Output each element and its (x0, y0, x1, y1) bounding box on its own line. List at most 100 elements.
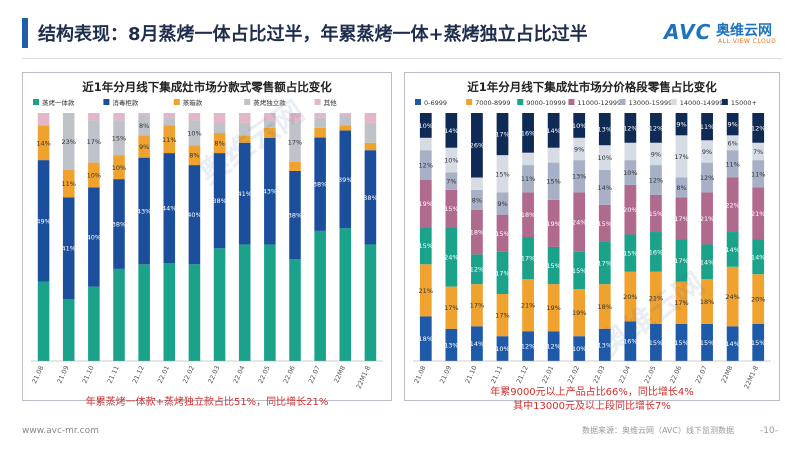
bar-segment (88, 113, 100, 121)
bar-segment (598, 241, 611, 285)
data-label: 13% (598, 341, 612, 349)
data-label: 21% (751, 210, 765, 218)
bar-segment (163, 113, 176, 119)
legend-swatch (568, 99, 575, 105)
data-label: 8% (676, 184, 686, 192)
data-label: 8% (214, 140, 224, 148)
legend-swatch (721, 99, 728, 105)
data-label: 10% (495, 345, 509, 353)
x-tick-label: 22M8 (332, 364, 347, 384)
bar-segment (752, 160, 765, 188)
bar-segment (314, 230, 326, 361)
legend-label: 11000-12999 (577, 99, 621, 107)
bar-segment (547, 113, 560, 148)
data-label: 17% (87, 138, 101, 146)
data-label: 11% (162, 136, 176, 144)
data-label: 41% (237, 190, 251, 198)
bar-segment (598, 170, 611, 205)
chart-price-share-svg: 0-6999 7000-8999 9000-10999 11000-12999 1300… (412, 99, 771, 390)
bar-segment (213, 133, 226, 154)
legend-label: 蒸烤独立款 (253, 98, 286, 107)
footer-source: 数据来源：奥维云网（AVC）线下监测数据 (581, 426, 734, 435)
bar-segment (675, 281, 688, 324)
bar-segment (471, 254, 483, 285)
x-tick-label: 22M8 (720, 364, 735, 384)
bar-segment (289, 161, 301, 171)
bar-segment (419, 113, 432, 138)
data-label: 21% (700, 215, 714, 223)
bar-segment (163, 125, 176, 154)
bar-segment (496, 251, 509, 295)
data-label: 19% (546, 220, 560, 228)
x-tick-label: 22.07 (694, 364, 709, 384)
data-label: 10% (444, 157, 458, 165)
bar-segment (445, 113, 458, 148)
legend-label: 蒸箱款 (183, 98, 203, 107)
legend-swatch (670, 99, 677, 105)
bar-segment (188, 113, 201, 121)
x-tick-label: 22.02 (181, 364, 196, 384)
data-label: 17% (495, 131, 509, 139)
data-label: 12% (649, 176, 663, 184)
data-label: 40% (87, 234, 101, 242)
bar-segment (188, 165, 201, 265)
bar-segment (573, 113, 586, 138)
data-label: 13% (572, 173, 586, 181)
data-label: 15% (674, 339, 688, 347)
data-label: 15% (419, 242, 433, 250)
data-label: 11% (700, 123, 714, 131)
legend-label: 7000-8999 (475, 99, 510, 107)
data-label: 10% (598, 154, 612, 162)
data-label: 15% (572, 267, 586, 275)
bar-segment (445, 172, 458, 190)
x-tick-label: 21.09 (438, 364, 453, 384)
bar-segment (471, 326, 483, 361)
bar-segment (624, 184, 637, 235)
legend-label: 消毒柜款 (112, 98, 138, 107)
data-label: 20% (751, 296, 765, 304)
data-label: 12% (649, 124, 663, 132)
data-label: 15% (623, 250, 637, 258)
data-label: 10% (187, 129, 201, 137)
bar-segment (726, 135, 739, 151)
data-label: 15% (598, 220, 612, 228)
bar-segment (88, 187, 100, 287)
bar-segment (289, 259, 301, 361)
x-tick-label: 22.01 (156, 364, 171, 384)
bar-segment (138, 135, 150, 158)
data-label: 21% (649, 294, 663, 302)
bar-segment (339, 228, 352, 361)
legend-label: 9000-10999 (526, 99, 566, 107)
data-label: 9% (651, 150, 661, 158)
data-label: 10% (623, 169, 637, 177)
data-label: 12% (700, 174, 714, 182)
bar-segment (419, 137, 432, 151)
data-label: 15% (700, 339, 714, 347)
data-label: 13% (444, 341, 458, 349)
bar-segment (547, 199, 560, 247)
data-label: 24% (572, 219, 586, 227)
bar-segment (701, 162, 713, 193)
bar-segment (675, 135, 688, 178)
bar-segment (675, 177, 688, 198)
bar-segment (650, 323, 662, 361)
logo-tagline: ALL VIEW CLOUD (718, 38, 777, 45)
x-tick-label: 21.12 (131, 364, 146, 384)
chart-title: 近1年分月线下集成灶市场分款式零售额占比变化 (82, 80, 332, 94)
bar-segment (113, 113, 125, 121)
data-label: 20% (623, 206, 637, 214)
data-label: 14% (751, 253, 765, 261)
chart-price-share: 近1年分月线下集成灶市场分价格段零售占比变化 0-6999 7000-8999 90… (404, 72, 780, 401)
data-label: 15% (495, 230, 509, 238)
title-accent-bar (22, 18, 28, 48)
bar-segment (598, 284, 611, 329)
data-label: 14% (700, 258, 714, 266)
bar-segment (624, 160, 637, 185)
data-label: 8% (189, 152, 199, 160)
data-label: 38% (288, 211, 302, 219)
bar-segment (650, 113, 662, 143)
right-note-line2: 其中13000元及以上段同比增长7% (513, 401, 671, 412)
bar-segment (573, 192, 586, 252)
x-tick-label: 21.11 (106, 364, 121, 384)
bar-segment (752, 323, 765, 361)
